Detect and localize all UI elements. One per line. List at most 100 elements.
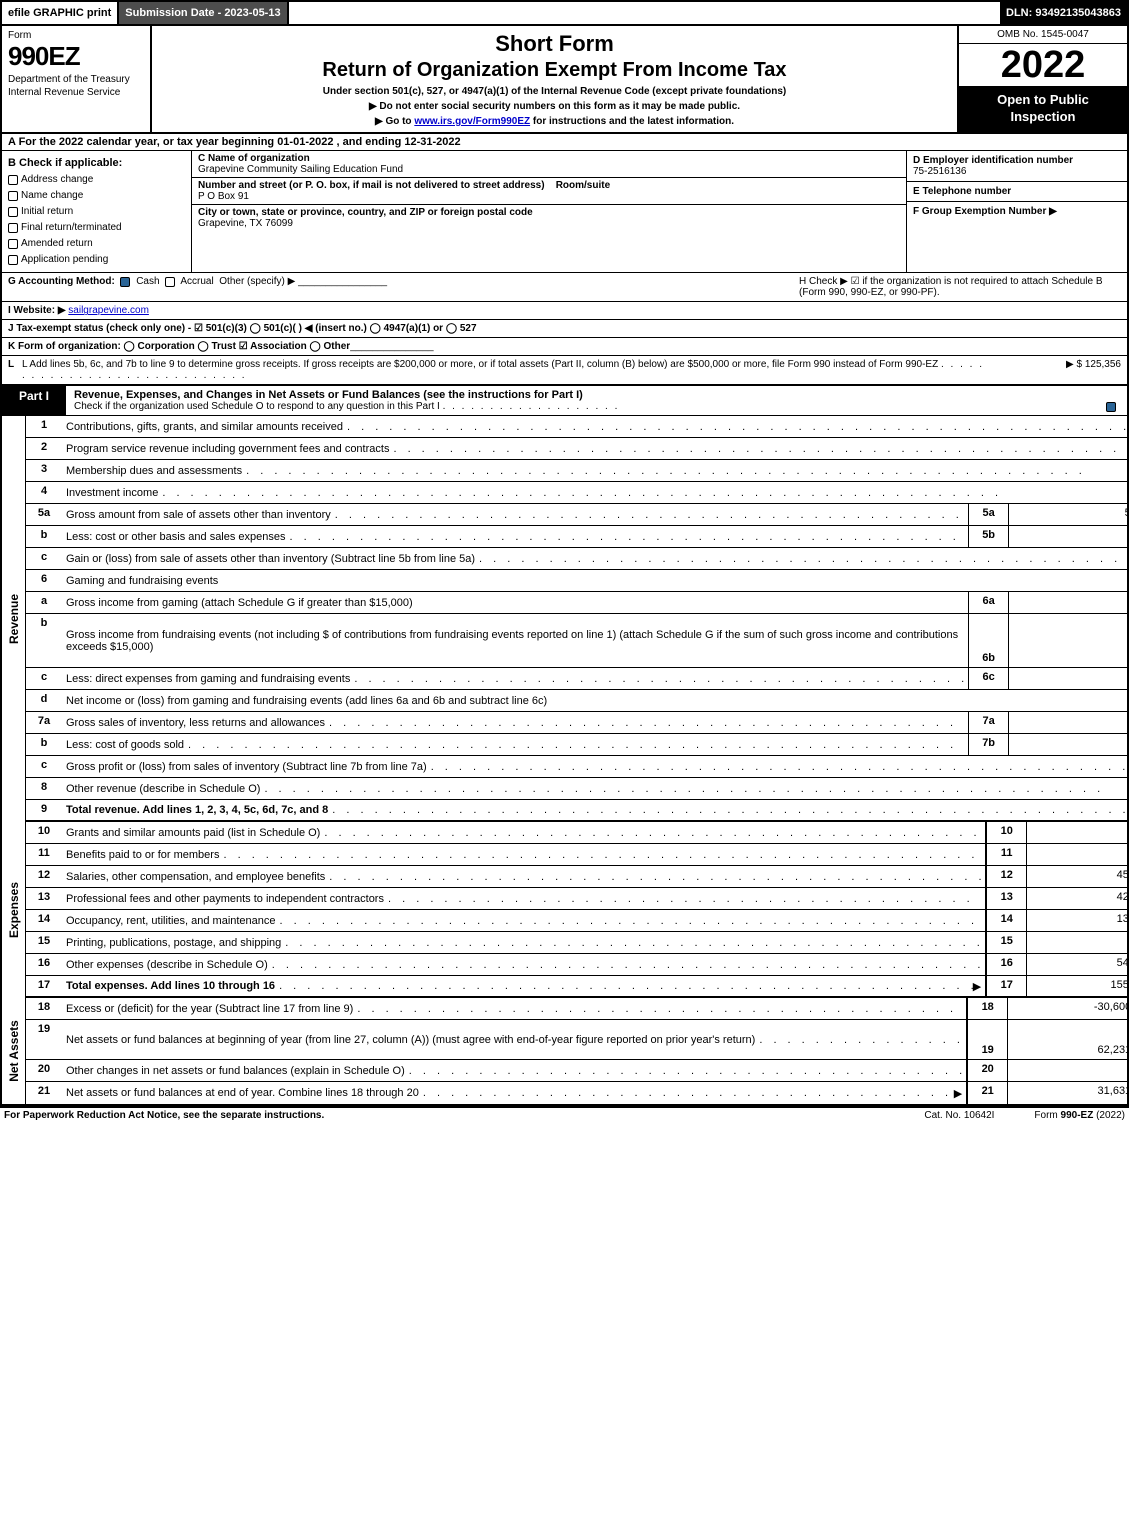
dept-irs: Internal Revenue Service — [8, 87, 144, 98]
instruction-goto: ▶ Go to www.irs.gov/Form990EZ for instru… — [158, 116, 951, 127]
line-6c: cLess: direct expenses from gaming and f… — [26, 668, 1129, 690]
addr-label: Number and street (or P. O. box, if mail… — [198, 180, 545, 191]
line-2: 2Program service revenue including gover… — [26, 438, 1129, 460]
submission-date: Submission Date - 2023-05-13 — [119, 2, 288, 24]
group-exemption-label: F Group Exemption Number ▶ — [913, 206, 1057, 217]
line-6b: bGross income from fundraising events (n… — [26, 614, 1129, 668]
revenue-group: Revenue 1Contributions, gifts, grants, a… — [2, 416, 1127, 822]
ledger: Revenue 1Contributions, gifts, grants, a… — [0, 416, 1129, 1106]
inst2-pre: ▶ Go to — [375, 116, 414, 127]
line-12: 12Salaries, other compensation, and empl… — [26, 866, 1129, 888]
group-exemption-cell: F Group Exemption Number ▶ — [907, 202, 1127, 221]
paperwork-notice: For Paperwork Reduction Act Notice, see … — [4, 1110, 884, 1121]
box-b-head: B Check if applicable: — [8, 155, 185, 173]
line-i: I Website: ▶ sailgrapevine.com — [0, 302, 1129, 320]
line-3: 3Membership dues and assessments. . . . … — [26, 460, 1129, 482]
line-8: 8Other revenue (describe in Schedule O).… — [26, 778, 1129, 800]
top-bar: efile GRAPHIC print Submission Date - 20… — [0, 0, 1129, 26]
line-4: 4Investment income. . . . . . . . . . . … — [26, 482, 1129, 504]
title-return: Return of Organization Exempt From Incom… — [158, 59, 951, 82]
line-j: J Tax-exempt status (check only one) - ☑… — [0, 320, 1129, 338]
line-18: 18Excess or (deficit) for the year (Subt… — [26, 998, 1129, 1020]
line-5b: bLess: cost or other basis and sales exp… — [26, 526, 1129, 548]
g-cash: Cash — [136, 276, 159, 287]
line-a-tax-year: A For the 2022 calendar year, or tax yea… — [0, 134, 1129, 151]
ein-label: D Employer identification number — [913, 155, 1073, 166]
header-right: OMB No. 1545-0047 2022 Open to Public In… — [957, 26, 1127, 132]
tax-year: 2022 — [959, 44, 1127, 86]
opt-name-change[interactable]: Name change — [8, 188, 185, 204]
line-20: 20Other changes in net assets or fund ba… — [26, 1060, 1129, 1082]
title-short-form: Short Form — [158, 31, 951, 57]
box-b: B Check if applicable: Address change Na… — [2, 151, 192, 273]
header-left: Form 990EZ Department of the Treasury In… — [2, 26, 152, 132]
form-label: Form — [8, 30, 144, 41]
line-7c: cGross profit or (loss) from sales of in… — [26, 756, 1129, 778]
line-6: 6Gaming and fundraising events — [26, 570, 1129, 592]
line-k: K Form of organization: ◯ Corporation ◯ … — [0, 338, 1129, 356]
opt-initial-return[interactable]: Initial return — [8, 204, 185, 220]
form-number: 990EZ — [8, 41, 144, 72]
dept-treasury: Department of the Treasury — [8, 74, 144, 85]
instruction-ssn: ▶ Do not enter social security numbers o… — [158, 101, 951, 112]
addr-value: P O Box 91 — [198, 191, 249, 202]
section-bcd: B Check if applicable: Address change Na… — [0, 151, 1129, 274]
g-accrual: Accrual — [180, 276, 213, 287]
page-footer: For Paperwork Reduction Act Notice, see … — [0, 1106, 1129, 1123]
g-accrual-checkbox[interactable] — [165, 277, 175, 287]
phone-cell: E Telephone number — [907, 182, 1127, 202]
i-label: I Website: ▶ — [8, 305, 66, 316]
omb-number: OMB No. 1545-0047 — [959, 26, 1127, 44]
form-ref: Form 990-EZ (2022) — [1034, 1110, 1125, 1121]
line-16: 16Other expenses (describe in Schedule O… — [26, 954, 1129, 976]
part1-header: Part I Revenue, Expenses, and Changes in… — [0, 386, 1129, 416]
opt-application-pending[interactable]: Application pending — [8, 252, 185, 268]
arrow-icon: ▶ — [954, 1087, 962, 1100]
k-text: K Form of organization: ◯ Corporation ◯ … — [8, 341, 350, 352]
j-text: J Tax-exempt status (check only one) - ☑… — [8, 323, 477, 334]
city-value: Grapevine, TX 76099 — [198, 218, 293, 229]
efile-button[interactable]: efile GRAPHIC print — [2, 2, 119, 24]
opt-final-return[interactable]: Final return/terminated — [8, 220, 185, 236]
open-to-public: Open to Public Inspection — [959, 86, 1127, 132]
room-label: Room/suite — [556, 180, 610, 191]
g-label: G Accounting Method: — [8, 276, 115, 287]
website-link[interactable]: sailgrapevine.com — [68, 305, 149, 316]
l-letter: L — [8, 359, 22, 370]
revenue-label: Revenue — [2, 416, 26, 822]
part1-tab: Part I — [2, 386, 66, 415]
cat-no: Cat. No. 10642I — [924, 1110, 994, 1121]
line-h: H Check ▶ ☑ if the organization is not r… — [791, 276, 1121, 298]
addr-cell: Number and street (or P. O. box, if mail… — [192, 178, 906, 205]
line-1: 1Contributions, gifts, grants, and simil… — [26, 416, 1129, 438]
ein-value: 75-2516136 — [913, 166, 966, 177]
row-gh: G Accounting Method: Cash Accrual Other … — [0, 273, 1129, 302]
subtitle: Under section 501(c), 527, or 4947(a)(1)… — [158, 86, 951, 97]
line-10: 10Grants and similar amounts paid (list … — [26, 822, 1129, 844]
line-15: 15Printing, publications, postage, and s… — [26, 932, 1129, 954]
phone-label: E Telephone number — [913, 186, 1011, 197]
g-other: Other (specify) ▶ — [219, 276, 295, 287]
opt-address-change[interactable]: Address change — [8, 172, 185, 188]
part1-schedule-o-checkbox[interactable] — [1106, 402, 1116, 412]
top-bar-spacer — [289, 2, 1000, 24]
line-6a: aGross income from gaming (attach Schedu… — [26, 592, 1129, 614]
part1-title: Revenue, Expenses, and Changes in Net As… — [66, 386, 1127, 415]
expenses-label: Expenses — [2, 822, 26, 998]
line-5c: cGain or (loss) from sale of assets othe… — [26, 548, 1129, 570]
line-17: 17Total expenses. Add lines 10 through 1… — [26, 976, 1129, 998]
expenses-group: Expenses 10Grants and similar amounts pa… — [2, 822, 1127, 998]
org-name-value: Grapevine Community Sailing Education Fu… — [198, 164, 403, 175]
line-g: G Accounting Method: Cash Accrual Other … — [8, 276, 791, 287]
g-cash-checkbox[interactable] — [120, 277, 130, 287]
l-amount: ▶ $ 125,356 — [991, 359, 1121, 370]
line-19: 19Net assets or fund balances at beginni… — [26, 1020, 1129, 1060]
inst2-post: for instructions and the latest informat… — [530, 116, 734, 127]
line-5a: 5aGross amount from sale of assets other… — [26, 504, 1129, 526]
irs-link[interactable]: www.irs.gov/Form990EZ — [414, 116, 530, 127]
org-name-label: C Name of organization — [198, 153, 310, 164]
line-6d: dNet income or (loss) from gaming and fu… — [26, 690, 1129, 712]
line-7b: bLess: cost of goods sold. . . . . . . .… — [26, 734, 1129, 756]
netassets-label: Net Assets — [2, 998, 26, 1104]
opt-amended-return[interactable]: Amended return — [8, 236, 185, 252]
